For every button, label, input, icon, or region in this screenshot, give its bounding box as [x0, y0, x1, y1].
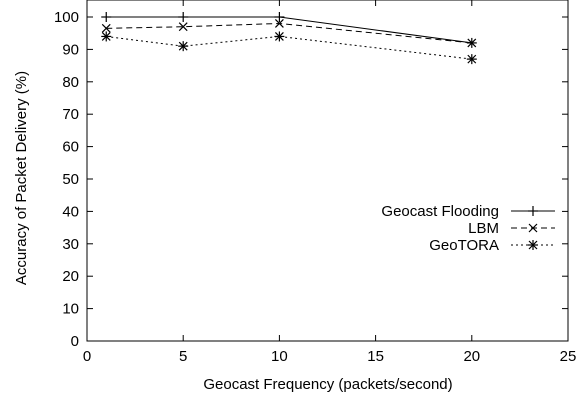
legend-marker-geotora — [528, 240, 538, 250]
series-line-lbm — [106, 22, 472, 44]
y-tick-label: 90 — [62, 41, 79, 58]
legend-label-geotora: GeoTORA — [429, 237, 499, 254]
legend-marker-lbm — [528, 223, 538, 233]
y-tick-label: 50 — [62, 171, 79, 188]
series-lines — [101, 12, 477, 65]
marker-stroke — [528, 223, 538, 233]
marker-stroke — [274, 32, 284, 41]
y-tick-label: 40 — [62, 203, 79, 220]
x-tick-label: 0 — [83, 348, 91, 365]
data-point-geotora — [178, 41, 189, 52]
data-point-geotora — [274, 31, 285, 42]
series-line-geocast-flooding — [106, 16, 472, 44]
marker-stroke — [178, 41, 188, 51]
y-tick-label: 70 — [62, 106, 79, 123]
y-tick-label: 30 — [62, 236, 79, 253]
y-tick-label: 20 — [62, 268, 79, 285]
data-point-geotora — [101, 31, 112, 42]
x-tick-label: 25 — [560, 348, 577, 365]
series-line-geotora — [106, 35, 472, 60]
y-tick-label: 10 — [62, 301, 79, 318]
axis-ticks — [86, 0, 569, 342]
legend-label-lbm: LBM — [468, 220, 499, 237]
legend-label-geocast-flooding: Geocast Flooding — [381, 203, 499, 220]
legend-marker-geocast-flooding — [528, 206, 538, 216]
data-point-geocast-flooding — [101, 12, 112, 22]
data-point-lbm — [274, 19, 284, 28]
y-tick-label: 60 — [62, 139, 79, 156]
data-point-lbm — [178, 22, 188, 32]
marker-stroke — [274, 19, 284, 28]
marker-stroke — [101, 23, 111, 33]
tick-labels: 0 5 10 15 20 25 0 10 20 30 40 50 60 70 80 90 100 — [54, 9, 576, 365]
data-point-geotora — [466, 54, 477, 65]
data-point-lbm — [467, 38, 477, 48]
y-tick-label: 0 — [71, 333, 79, 350]
data-point-geocast-flooding — [274, 12, 285, 22]
data-point-geocast-flooding — [178, 12, 189, 22]
marker-stroke — [528, 240, 538, 250]
y-tick-label: 100 — [54, 9, 79, 26]
plot-frame — [86, 0, 569, 342]
x-tick-label: 20 — [463, 348, 480, 365]
marker-stroke — [178, 22, 188, 32]
x-axis-label: Geocast Frequency (packets/second) — [203, 376, 452, 393]
plot-border — [86, 0, 569, 342]
y-tick-label: 80 — [62, 74, 79, 91]
marker-stroke — [101, 32, 111, 41]
x-tick-label: 15 — [367, 348, 384, 365]
marker-stroke — [467, 38, 477, 48]
marker-stroke — [467, 54, 477, 64]
x-tick-label: 10 — [271, 348, 288, 365]
y-axis-label: Accuracy of Packet Delivery (%) — [13, 71, 30, 285]
data-point-lbm — [101, 23, 111, 33]
x-tick-label: 5 — [179, 348, 187, 365]
